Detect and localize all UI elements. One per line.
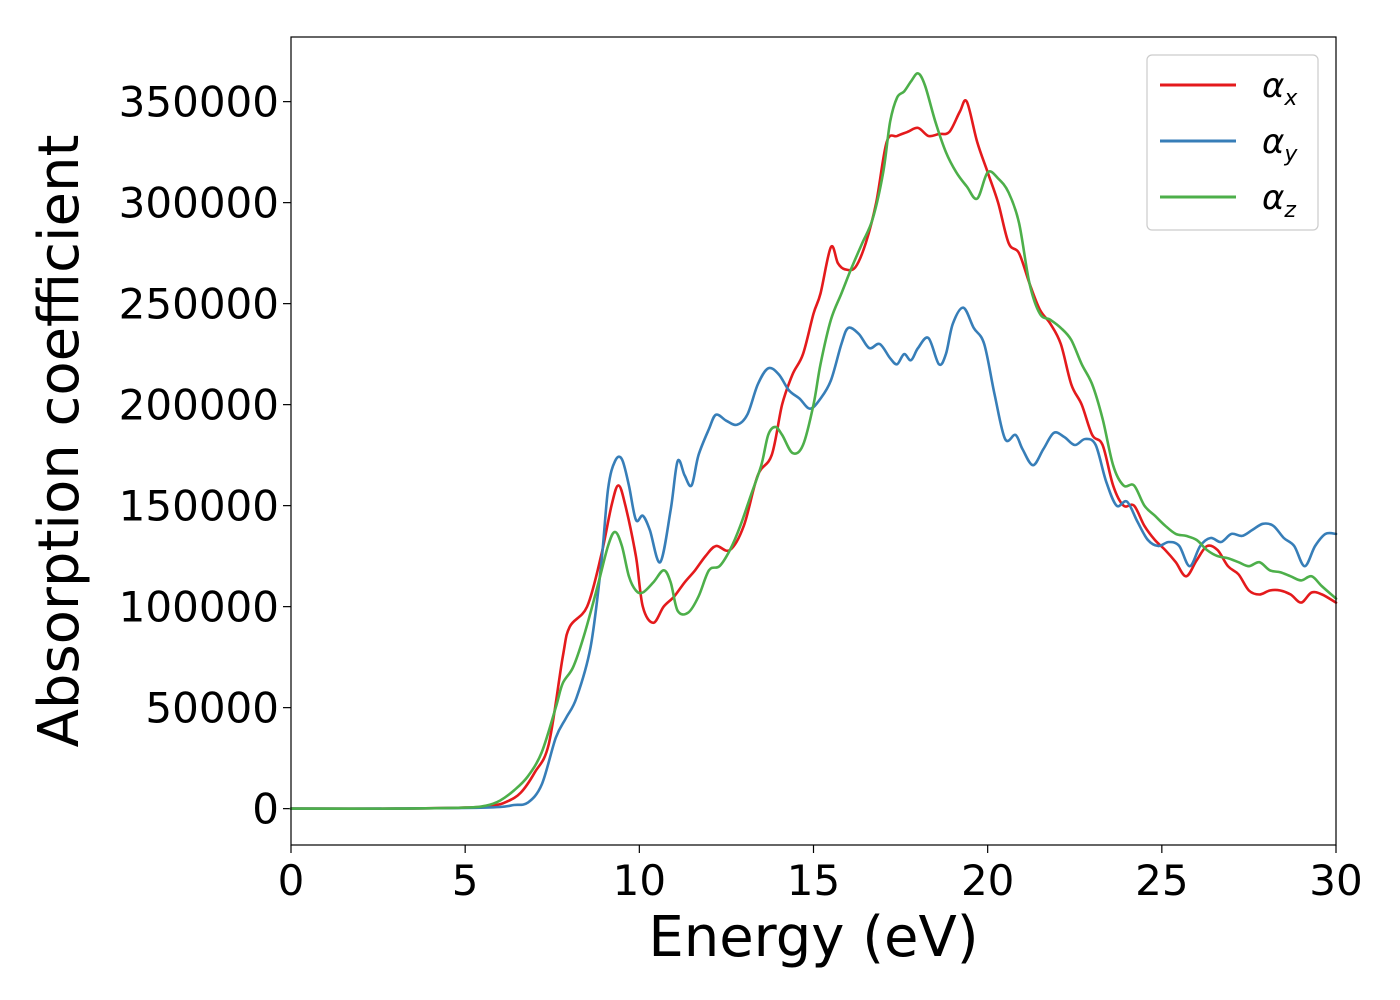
- x-tick-label: 30: [1309, 856, 1362, 905]
- y-tick-label: 250000: [119, 280, 279, 329]
- series-lines: [289, 72, 1338, 810]
- legend-subscript-z: z: [1283, 198, 1296, 223]
- y-tick-label: 50000: [145, 684, 279, 733]
- x-tick-label: 15: [787, 856, 840, 905]
- y-tick-label: 350000: [119, 78, 279, 127]
- legend-label-y: αy: [1262, 122, 1298, 167]
- y-axis-label: Absorption coefficient: [27, 135, 92, 748]
- x-tick-label: 0: [278, 856, 305, 905]
- x-tick-label: 5: [452, 856, 479, 905]
- y-tick-label: 200000: [119, 381, 279, 430]
- series-line-x: [289, 99, 1338, 810]
- legend-label-x: αx: [1262, 66, 1298, 111]
- legend-subscript-x: x: [1283, 86, 1298, 111]
- x-axis-label: Energy (eV): [648, 905, 978, 970]
- y-tick-label: 300000: [119, 179, 279, 228]
- axis-ticks: 0 5 10 15 20 25 30 0 50000 100000 150000 200000 2500…: [119, 78, 1363, 905]
- series-line-y: [289, 306, 1338, 810]
- legend-subscript-y: y: [1283, 142, 1298, 167]
- y-tick-label: 0: [252, 785, 279, 834]
- x-tick-label: 10: [613, 856, 666, 905]
- x-tick-label: 25: [1135, 856, 1188, 905]
- x-tick-label: 20: [961, 856, 1014, 905]
- y-tick-label: 100000: [119, 583, 279, 632]
- y-tick-label: 150000: [119, 482, 279, 531]
- plot-frame: [290, 36, 1337, 846]
- series-line-z: [289, 72, 1338, 810]
